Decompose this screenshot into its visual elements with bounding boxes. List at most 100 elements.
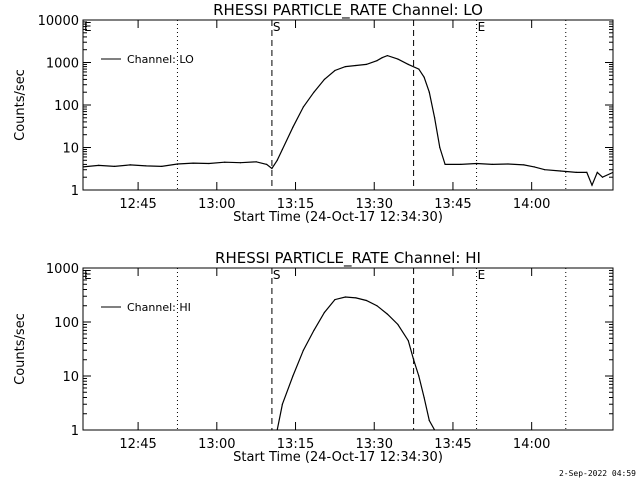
- data-point: [323, 311, 325, 314]
- data-point: [145, 165, 147, 167]
- data-point: [224, 161, 226, 163]
- y-tick-label: 1: [71, 184, 79, 199]
- data-point: [586, 171, 588, 173]
- event-marker-label: E: [478, 20, 486, 34]
- data-point: [612, 171, 613, 173]
- event-marker-label: E: [84, 268, 92, 282]
- data-point: [439, 146, 441, 149]
- data-point: [344, 296, 346, 298]
- data-point: [591, 184, 593, 186]
- x-tick-label: 13:30: [356, 197, 393, 212]
- data-point: [276, 429, 278, 430]
- data-point: [292, 126, 294, 128]
- data-point: [313, 329, 315, 331]
- data-point: [397, 58, 399, 60]
- data-point: [355, 64, 357, 67]
- data-point: [365, 299, 367, 302]
- data-point: [266, 163, 268, 165]
- data-point: [271, 167, 273, 170]
- data-point: [281, 148, 283, 150]
- x-tick-label: 13:45: [434, 197, 471, 212]
- event-marker-label: E: [478, 268, 486, 282]
- x-tick-label: 12:45: [119, 437, 156, 452]
- y-tick-label: 1000: [46, 57, 79, 72]
- data-point: [407, 340, 409, 342]
- data-point: [444, 163, 446, 165]
- event-marker-label: S: [273, 20, 281, 34]
- chart-title: RHESSI PARTICLE_RATE Channel: LO: [213, 1, 483, 20]
- y-tick-label: 10000: [38, 14, 79, 29]
- data-point: [523, 164, 525, 166]
- data-point: [161, 165, 163, 167]
- x-tick-label: 13:30: [356, 437, 393, 452]
- y-tick-label: 1000: [46, 262, 79, 277]
- data-point: [281, 403, 283, 405]
- data-point: [428, 91, 430, 93]
- data-point: [428, 419, 430, 422]
- x-tick-label: 13:15: [277, 197, 314, 212]
- data-point: [344, 66, 346, 68]
- data-point: [423, 396, 425, 399]
- data-point: [208, 162, 210, 165]
- data-point: [376, 60, 378, 62]
- data-point: [176, 163, 179, 165]
- data-point: [323, 78, 325, 80]
- x-tick-label: 13:15: [277, 437, 314, 452]
- data-point: [596, 171, 598, 173]
- data-point: [334, 69, 336, 72]
- y-axis-label: Counts/sec: [13, 313, 28, 385]
- data-point: [239, 162, 241, 164]
- y-axis-label: Counts/sec: [13, 69, 28, 141]
- data-point: [407, 63, 409, 65]
- x-tick-label: 13:00: [198, 437, 235, 452]
- data-point: [313, 91, 315, 93]
- generation-timestamp: 2-Sep-2022 04:59: [559, 469, 636, 478]
- x-tick-label: 12:45: [119, 197, 156, 212]
- legend-entry: Channel: LO: [127, 53, 194, 66]
- y-tick-label: 1: [71, 424, 79, 439]
- data-point: [423, 76, 425, 78]
- data-series-line: [83, 54, 613, 187]
- data-point: [601, 176, 604, 178]
- x-axis-label: Start Time (24-Oct-17 12:34:30): [233, 210, 443, 225]
- data-point: [544, 169, 546, 171]
- data-point: [355, 297, 357, 299]
- x-tick-label: 14:00: [513, 197, 550, 212]
- data-point: [386, 313, 388, 315]
- panel-hi: RHESSI PARTICLE_RATE Channel: HIE S E11010…: [13, 249, 614, 465]
- y-tick-label: 100: [54, 99, 79, 114]
- data-point: [381, 57, 383, 59]
- data-point: [376, 305, 378, 307]
- y-tick-label: 100: [54, 316, 79, 331]
- data-point: [397, 323, 399, 326]
- x-axis-label: Start Time (24-Oct-17 12:34:30): [233, 450, 443, 465]
- legend-entry: Channel: HI: [127, 301, 191, 314]
- data-point: [476, 162, 478, 165]
- chart-title: RHESSI PARTICLE_RATE Channel: HI: [215, 249, 481, 268]
- data-point: [334, 299, 336, 301]
- data-point: [413, 359, 415, 361]
- data-point: [418, 375, 420, 377]
- data-point: [83, 166, 84, 168]
- data-point: [460, 163, 462, 165]
- data-point: [507, 163, 509, 165]
- data-point: [418, 68, 420, 70]
- data-point: [302, 106, 304, 108]
- data-point: [255, 161, 257, 163]
- x-tick-label: 14:00: [513, 437, 550, 452]
- data-point: [491, 163, 493, 165]
- y-tick-label: 10: [62, 142, 79, 157]
- x-tick-label: 13:45: [434, 437, 471, 452]
- data-point: [192, 162, 194, 164]
- data-point: [292, 375, 294, 377]
- data-point: [302, 349, 304, 351]
- data-point: [129, 164, 131, 166]
- data-point: [533, 166, 535, 168]
- x-tick-label: 13:00: [198, 197, 235, 212]
- data-point: [434, 429, 436, 430]
- data-point: [575, 171, 577, 173]
- data-point: [113, 165, 116, 167]
- data-point: [365, 63, 367, 65]
- panel-lo: RHESSI PARTICLE_RATE Channel: LOE S E11010…: [13, 1, 614, 225]
